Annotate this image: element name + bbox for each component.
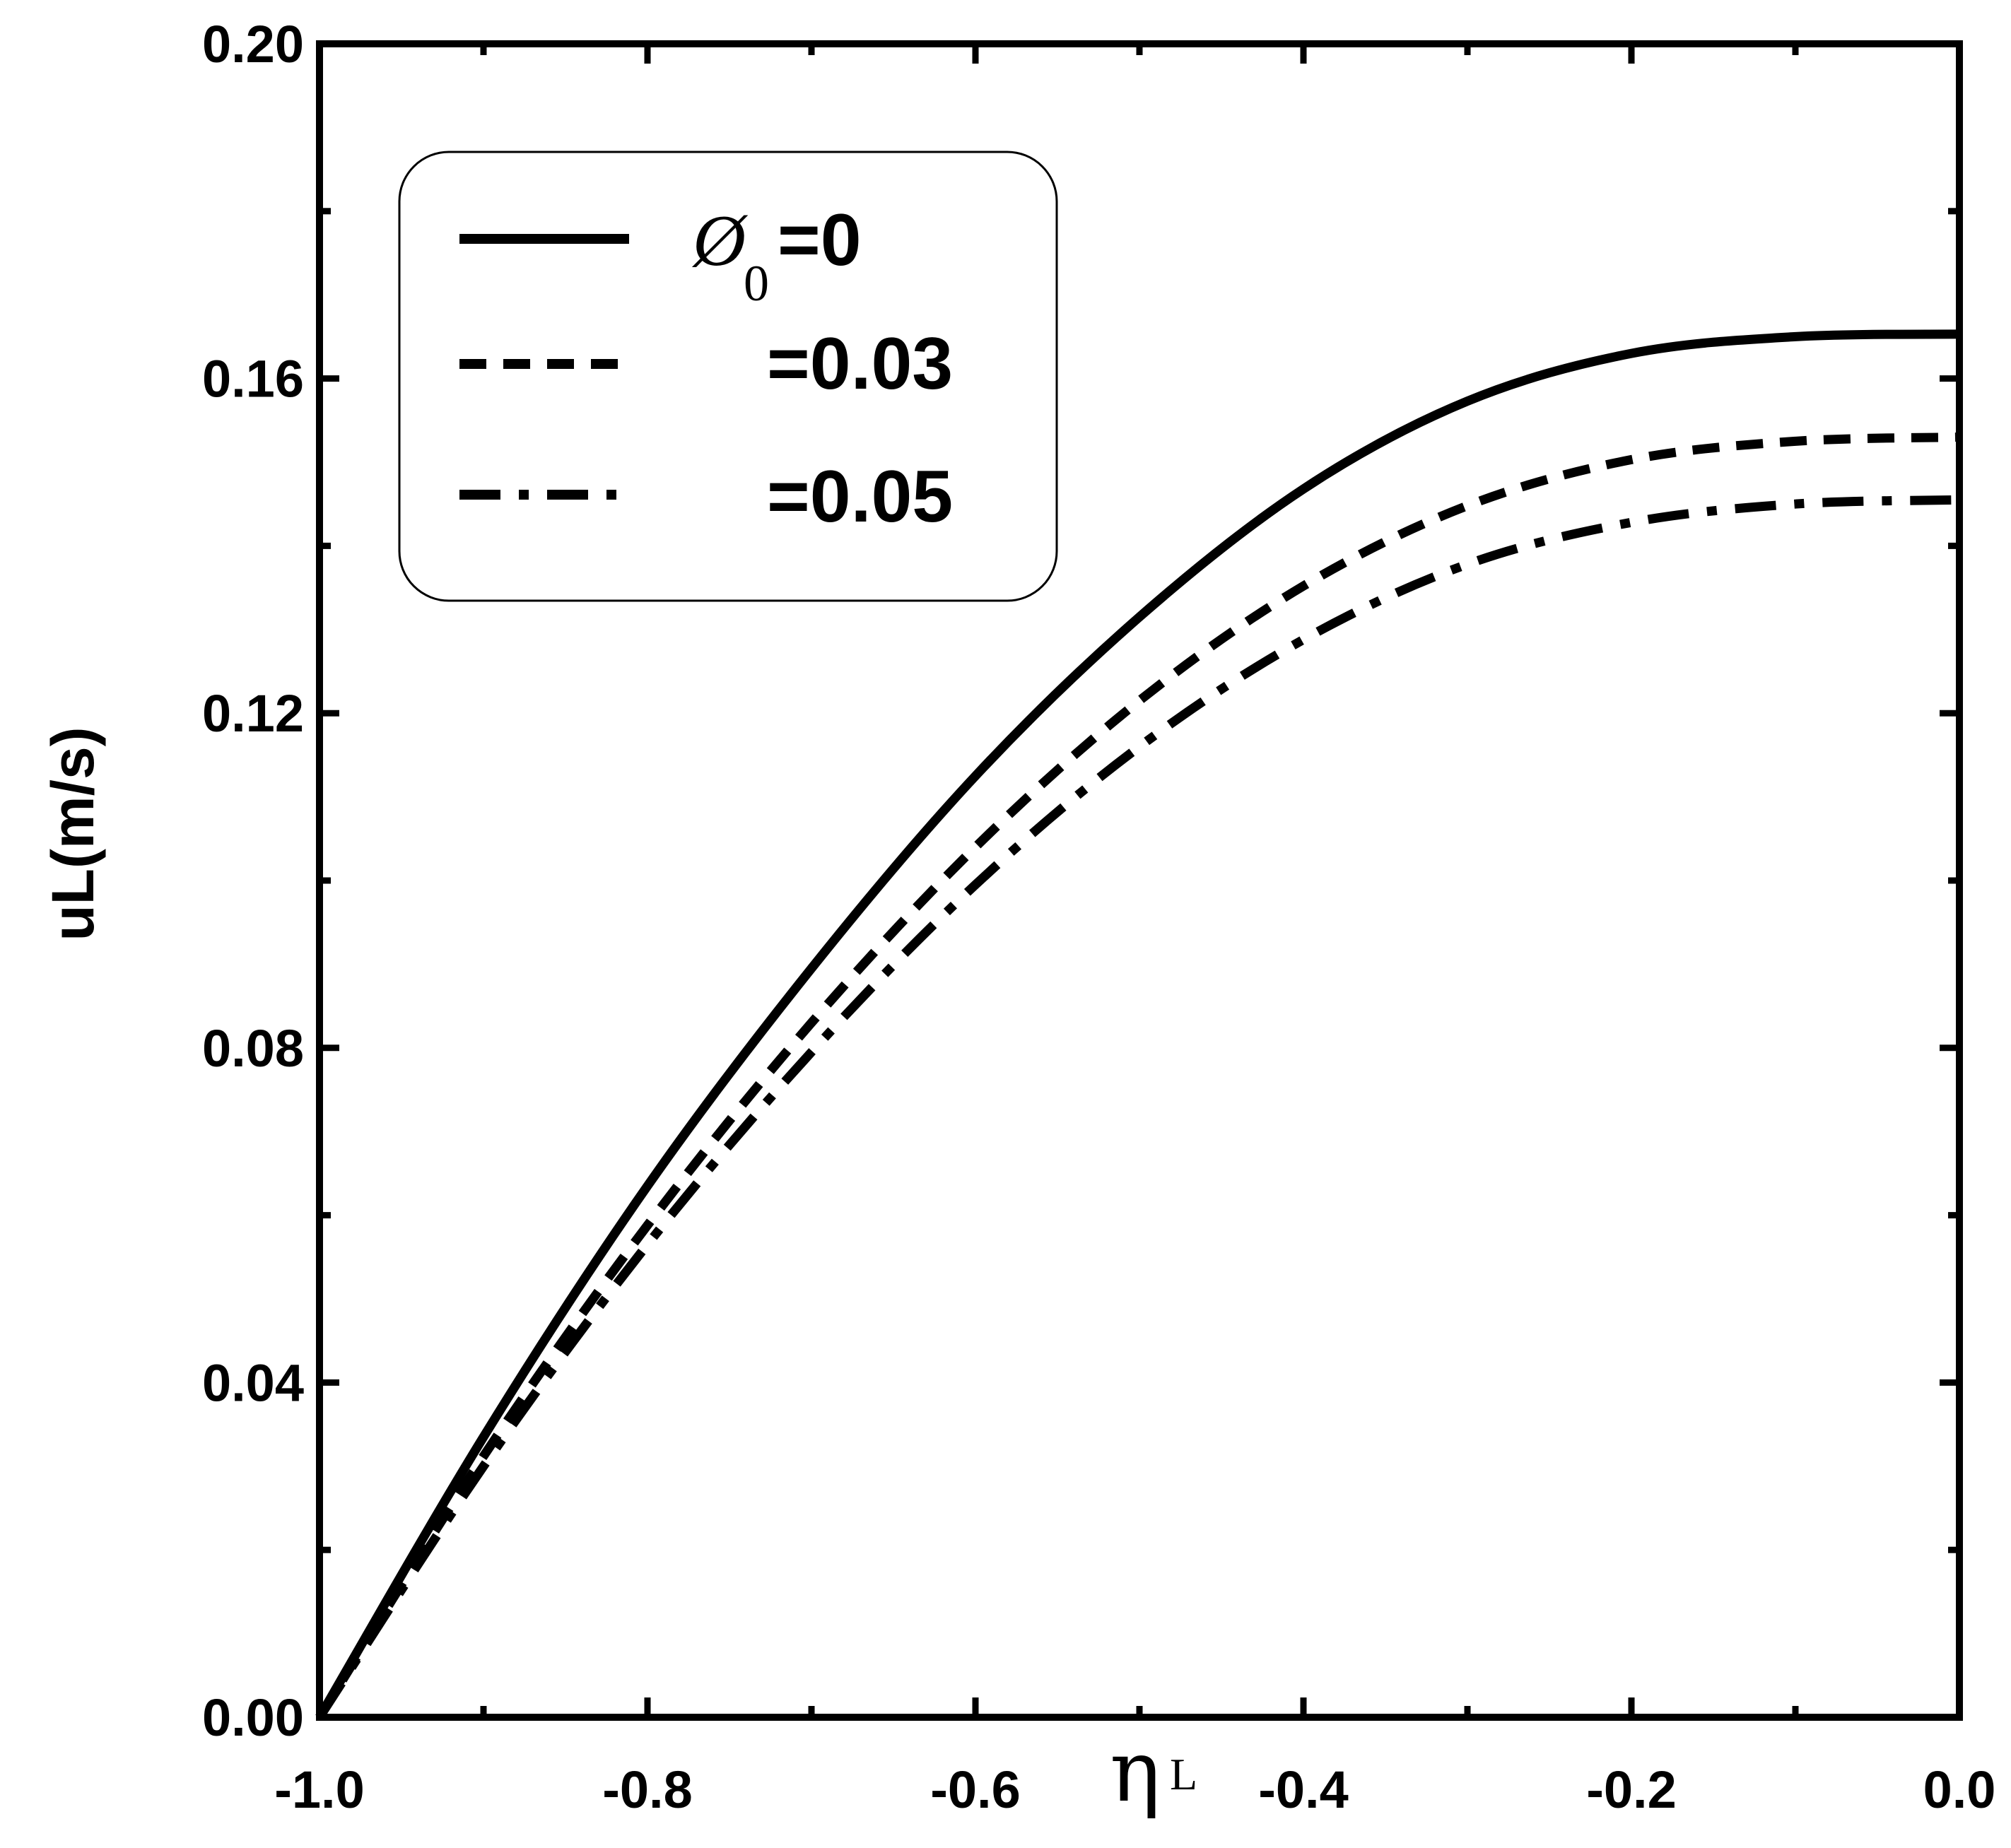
data-series [315, 329, 1960, 1720]
axis-tick-labels: -1.0 -0.8 -0.6 -0.4 -0.2 0.0 0.00 0.04 0.08 0.12 0… [202, 15, 1995, 1819]
y-tick-label: 0.20 [202, 15, 304, 73]
legend-label-series-0: =0 [778, 199, 862, 281]
series-line-0 [315, 329, 1960, 1720]
y-tick-label: 0.08 [202, 1019, 304, 1078]
y-axis-title: uL(m/s) [40, 726, 106, 941]
plot-frame [316, 40, 1963, 1721]
y-tick-label: 0.00 [202, 1688, 304, 1747]
x-axis-title-symbol: η [1110, 1723, 1161, 1821]
x-axis-title-subscript: L [1170, 1749, 1197, 1799]
series-line-1 [315, 432, 1960, 1720]
x-tick-label: 0.0 [1923, 1760, 1996, 1819]
legend-label-series-2: =0.05 [767, 456, 953, 538]
legend-symbol-subscript: 0 [744, 255, 769, 312]
x-tick-label: -0.4 [1258, 1760, 1349, 1819]
legend-label-series-1: =0.03 [767, 323, 953, 405]
x-tick-label: -0.8 [602, 1760, 693, 1819]
y-tick-label: 0.12 [202, 684, 304, 743]
x-tick-label: -0.2 [1586, 1760, 1677, 1819]
y-tick-label: 0.16 [202, 350, 304, 408]
legend-box [398, 151, 1058, 602]
x-tick-label: -1.0 [274, 1760, 365, 1819]
y-tick-label: 0.04 [202, 1353, 304, 1412]
series-line-2 [315, 495, 1960, 1720]
legend-symbol: Ø [691, 200, 749, 281]
x-tick-label: -0.6 [930, 1760, 1021, 1819]
legend: Ø 0 =0 =0.03 =0.05 [398, 151, 1058, 602]
